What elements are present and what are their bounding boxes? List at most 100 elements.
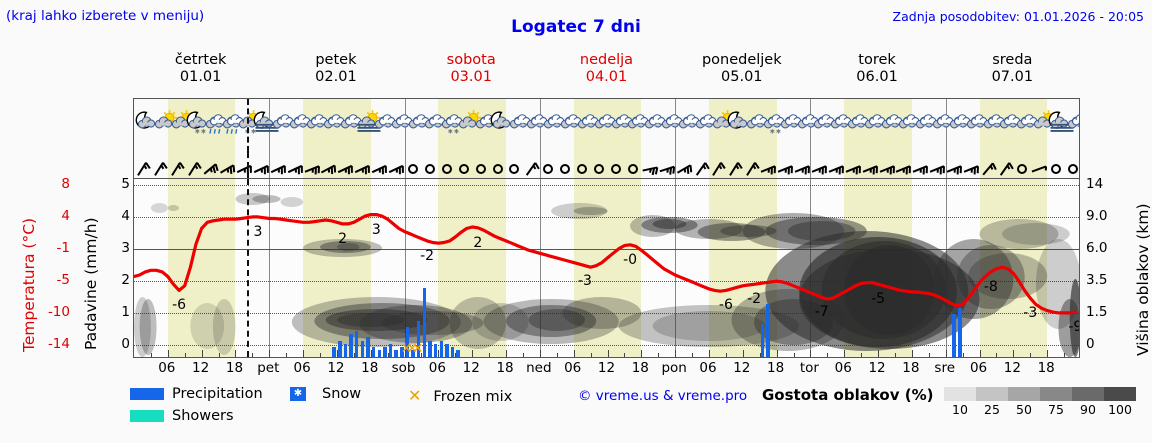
cloud-icon [814, 114, 835, 129]
weather-icon-slot [726, 109, 748, 141]
precipitation-bar [338, 340, 342, 357]
weather-icon-slot [709, 109, 735, 141]
weather-icon-slot [455, 109, 482, 141]
day-date: 04.01 [585, 69, 628, 85]
location-menu-note[interactable]: (kraj lahko izberete v meniju) [6, 8, 205, 24]
x-tick [827, 353, 829, 357]
wind-barb-icon [811, 165, 827, 175]
gridline [134, 249, 1079, 250]
x-tick [928, 353, 930, 357]
weather-icon-slot [151, 109, 177, 141]
day-separator [404, 179, 406, 357]
sunc-icon [459, 110, 482, 129]
page-title: Logatec 7 dni [511, 17, 641, 37]
precipitation-bar [958, 307, 962, 357]
cloud-icon [611, 114, 632, 129]
x-axis-label: 12 [327, 360, 345, 376]
x-tick [286, 353, 288, 357]
cloud-icon [949, 114, 970, 129]
sunc-icon [154, 110, 177, 129]
cloud-icon [645, 114, 666, 129]
wind-barb-icon [371, 164, 388, 175]
temperature-value-label: -2 [747, 291, 762, 308]
cloud-density-tick: 10 [952, 402, 968, 417]
weather-icon-slot [371, 109, 395, 141]
wind-barb-icon [171, 162, 185, 176]
temperature-value-label: -9 [1068, 319, 1079, 336]
cloud-icon [865, 114, 886, 129]
cloud-icon [966, 114, 987, 129]
precipitation-bar [760, 324, 765, 357]
day-date: 07.01 [991, 69, 1034, 85]
wind-calm-icon [577, 164, 588, 174]
weather-icon-slot [269, 109, 294, 141]
x-tick [167, 350, 169, 357]
cloud-icon [408, 114, 429, 129]
cloud-blob [212, 299, 236, 355]
weather-icon-slot [810, 109, 835, 141]
day-separator [675, 152, 677, 178]
legend-frozen-mix-label: Frozen mix [433, 389, 513, 405]
day-header-2: sobota 03.01 [404, 52, 539, 86]
day-date: 05.01 [721, 69, 763, 85]
weather-icon-slot [337, 109, 362, 141]
cloud-density-swatch [1072, 387, 1104, 401]
temperature-line [134, 213, 1077, 315]
cloud-icon [560, 114, 581, 129]
cloud-blob [731, 289, 845, 351]
day-header-0: četrtek 01.01 [133, 52, 268, 86]
weather-icon-slot: ✱ ✱ [235, 109, 262, 141]
cloud-blob [190, 303, 225, 349]
x-tick [894, 353, 896, 357]
cloud-blob [968, 253, 1048, 299]
x-tick [759, 353, 761, 357]
axis-tick-label: -10 [47, 304, 70, 320]
cloud-blob [167, 205, 180, 211]
gridline [134, 345, 1079, 347]
cloud-icon [679, 114, 700, 129]
wind-barb-icon [203, 163, 219, 175]
legend-precipitation: Precipitation [130, 386, 263, 402]
weather-icon-slot [946, 109, 970, 141]
cloud-blob [303, 239, 383, 257]
day-name: sobota [446, 52, 496, 68]
x-tick [370, 350, 372, 357]
weather-icon-slot [624, 109, 649, 141]
cloud-blob [979, 219, 1059, 249]
cloud-density-tick: 100 [1108, 402, 1132, 417]
credit-link[interactable]: © vreme.us & vreme.pro [578, 388, 748, 404]
daylight-band [708, 179, 777, 357]
precipitation-bar [416, 320, 421, 357]
weather-icon-slot: ✱ ✱ [185, 109, 206, 141]
axis-tick-label: 2 [121, 272, 130, 288]
wind-barb-icon [388, 164, 405, 175]
wind-barb-icon [321, 164, 337, 175]
precipitation-bar [360, 340, 365, 357]
x-tick [590, 353, 592, 357]
axis-tick-label: 8 [61, 176, 70, 192]
x-tick [1013, 350, 1015, 357]
day-date: 02.01 [315, 69, 357, 85]
weather-icon-slot [388, 109, 412, 141]
axis-tick-label: 1.5 [1086, 304, 1108, 320]
weather-icon-slot [591, 109, 615, 141]
svg-text:✱: ✱ [454, 129, 459, 136]
x-tick [861, 353, 863, 357]
weather-icon-slot [929, 109, 953, 141]
weather-icon-slot [861, 109, 886, 141]
svg-text:✱: ✱ [194, 129, 199, 136]
x-tick [472, 350, 474, 357]
x-axis-label: sob [391, 360, 416, 376]
weather-icon-slot [303, 109, 328, 141]
axis-tick-label: 6.0 [1086, 240, 1108, 256]
day-name: ponedeljek [701, 52, 782, 68]
axis-tick-label: 0 [1086, 336, 1095, 352]
cloud-blob [134, 297, 151, 357]
legend-snow: ✱ Snow [290, 386, 361, 402]
wind-barb-icon [828, 165, 844, 175]
svg-text:✱: ✱ [201, 129, 206, 136]
daylight-band [979, 179, 1048, 357]
precipitation-bar [456, 350, 460, 357]
weather-icon-slot [1064, 109, 1079, 141]
frozen-mix-marker: ✕ [411, 341, 424, 357]
